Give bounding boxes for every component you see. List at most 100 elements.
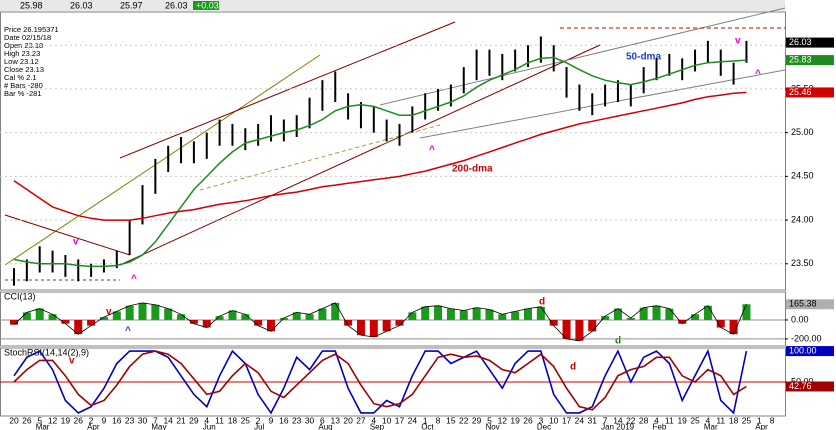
cci-bar xyxy=(729,319,738,335)
cci-bar xyxy=(48,314,57,320)
header-value: 26.03 xyxy=(165,0,188,10)
cci-bar xyxy=(562,319,571,339)
value-label-box xyxy=(786,55,834,66)
cci-bar xyxy=(279,318,288,320)
trendlines xyxy=(4,7,786,281)
header-value: 26.03 xyxy=(70,0,93,10)
x-tick-label: 5 xyxy=(37,415,42,425)
month-label: Jul xyxy=(254,423,264,430)
info-line: High 23.23 xyxy=(4,49,40,58)
annotations: 50-dma 200-dma v ^ ^ v ^ v ^ d d v d xyxy=(69,36,761,373)
cci-bar xyxy=(652,305,661,320)
x-tick-label: 17 xyxy=(395,415,405,425)
cci-bar xyxy=(99,317,108,320)
cci-bar xyxy=(305,314,314,320)
x-tick-label: 7 xyxy=(603,415,608,425)
cci-bar xyxy=(639,307,648,320)
annotation: v xyxy=(735,36,741,47)
cci-bar xyxy=(112,311,121,320)
x-tick-label: 12 xyxy=(498,415,508,425)
info-line: Cal % 2.1 xyxy=(4,73,37,82)
cci-bar xyxy=(267,319,275,332)
oscillator-line xyxy=(13,350,747,411)
x-tick-label: 21 xyxy=(176,415,186,425)
month-label: Dec xyxy=(537,423,551,430)
x-tick-label: 4 xyxy=(706,415,711,425)
annotation: v xyxy=(73,237,79,248)
x-tick-label: 26 xyxy=(22,415,32,425)
x-tick-label: 3 xyxy=(538,415,543,425)
x-tick-label: 9 xyxy=(102,415,107,425)
x-tick-label: 28 xyxy=(639,415,649,425)
value-label: 25.83 xyxy=(789,54,812,64)
x-tick-label: 14 xyxy=(163,415,173,425)
x-tick-label: 18 xyxy=(228,415,238,425)
x-tick-label: 17 xyxy=(562,415,572,425)
annotation: 200-dma xyxy=(452,164,493,175)
x-tick-label: 5 xyxy=(487,415,492,425)
annotation: ^ xyxy=(125,326,131,337)
annotation: 50-dma xyxy=(626,52,661,63)
value-label-box xyxy=(786,87,834,98)
x-tick-label: 4 xyxy=(654,415,659,425)
cci-bar xyxy=(369,319,378,337)
x-tick-label: 19 xyxy=(61,415,71,425)
annotation: v xyxy=(69,356,75,367)
x-tick-label: 14 xyxy=(613,415,623,425)
x-tick-label: 8 xyxy=(436,415,441,425)
last-price-box xyxy=(786,37,834,48)
month-label: Oct xyxy=(421,423,434,430)
annotation: ^ xyxy=(755,69,761,80)
x-tick-label: 18 xyxy=(729,415,739,425)
cci-bar xyxy=(665,308,674,320)
cci-bar xyxy=(678,319,687,324)
cci-bar xyxy=(691,314,700,320)
x-tick-label: 8 xyxy=(770,415,775,425)
cci-bar xyxy=(61,319,70,324)
x-tick-label: 16 xyxy=(112,415,122,425)
cci-bar xyxy=(626,318,635,320)
x-tick-label: 31 xyxy=(588,415,598,425)
cci-bar xyxy=(177,314,186,320)
info-box: Price 26.195371 Date 02/15/18 Open 23.18… xyxy=(4,25,59,98)
x-tick-label: 7 xyxy=(153,415,158,425)
x-tick-label: 20 xyxy=(343,415,353,425)
x-tick-label: 27 xyxy=(356,415,366,425)
x-tick-label: 4 xyxy=(204,415,209,425)
cci-bar xyxy=(87,319,96,326)
x-tick-label: 10 xyxy=(382,415,392,425)
month-label: Sep xyxy=(370,423,385,430)
cci-bar xyxy=(472,307,481,320)
x-tick-label: 1 xyxy=(757,415,762,425)
x-tick-label: 26 xyxy=(523,415,533,425)
cci-bar xyxy=(241,314,250,320)
x-tick-label: 22 xyxy=(626,415,636,425)
oscillator-line xyxy=(13,348,748,415)
change-box xyxy=(193,1,219,10)
header: 25.98 26.03 25.97 26.03 +0.03 xyxy=(20,0,219,10)
month-label: Mar xyxy=(36,423,50,430)
x-tick-label: 24 xyxy=(575,415,585,425)
cci-bar xyxy=(189,319,198,324)
x-tick-label: 19 xyxy=(677,415,687,425)
month-label: Aug xyxy=(318,423,332,430)
annotation: d xyxy=(615,336,621,347)
x-tick-label: 11 xyxy=(665,415,674,425)
cci-bar xyxy=(446,308,455,320)
value-label: 165.38 xyxy=(789,299,817,309)
cci-bar xyxy=(716,319,725,328)
y-tick-label: 0.00 xyxy=(791,314,809,324)
header-value: 25.98 xyxy=(20,0,43,10)
x-tick-label: 11 xyxy=(215,415,224,425)
month-label: Apr xyxy=(87,423,100,430)
cci-bar xyxy=(421,306,430,320)
y-tick-label: 50.00 xyxy=(791,376,814,386)
x-tick-label: 9 xyxy=(269,415,274,425)
info-line: Bar % -281 xyxy=(4,89,42,98)
annotation: d xyxy=(570,362,576,373)
month-label: Nov xyxy=(485,423,499,430)
value-label: 42.76 xyxy=(789,381,812,391)
info-line: Low 23.12 xyxy=(4,57,39,66)
last-price-label: 26.03 xyxy=(789,37,812,47)
